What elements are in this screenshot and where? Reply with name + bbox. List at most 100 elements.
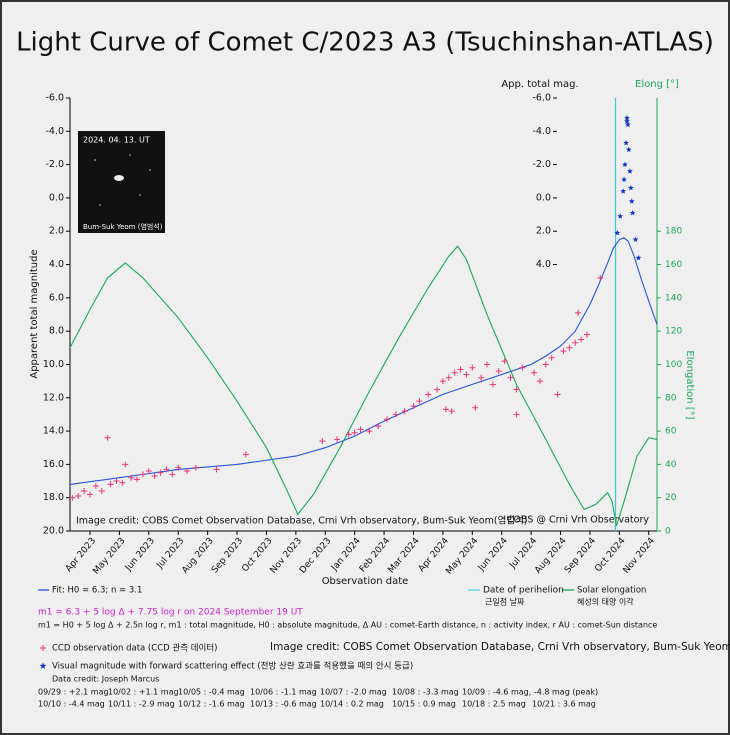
y-axis-title: Apparent total magnitude xyxy=(29,249,40,378)
note: 10/18 : 2.5 mag xyxy=(462,700,526,709)
plus-point xyxy=(122,461,129,468)
plus-point xyxy=(319,438,326,445)
y2-tick-label: 120 xyxy=(665,327,682,337)
legend-label: Solar elongation xyxy=(577,586,646,596)
plus-point xyxy=(139,471,146,478)
plus-point xyxy=(439,378,446,385)
plus-point xyxy=(410,403,417,410)
star-point xyxy=(627,184,634,191)
inner-y-tick-label: 0.0 xyxy=(536,192,551,203)
y-tick-label: 18.0 xyxy=(43,492,64,503)
plus-point xyxy=(345,431,352,438)
star-dot xyxy=(99,204,101,206)
plus-point xyxy=(134,476,141,483)
plot-credit: Image credit: COBS Comet Observation Dat… xyxy=(76,516,528,527)
plus-point xyxy=(104,434,111,441)
plus-point xyxy=(384,416,391,423)
plus-point xyxy=(536,378,543,385)
note: 10/13 : -0.6 mag xyxy=(250,700,317,709)
star-point xyxy=(623,139,629,146)
y2-tick-label: 40 xyxy=(665,460,677,470)
plus-point xyxy=(145,468,152,475)
star-point xyxy=(622,161,628,168)
plus-point xyxy=(425,391,432,398)
plus-point xyxy=(531,369,538,376)
legend-label: CCD observation data (CCD 관측 데이터) xyxy=(52,643,218,654)
y-tick-label: -4.0 xyxy=(45,126,64,137)
plus-point xyxy=(128,474,135,481)
star-point xyxy=(635,254,642,261)
inner-y-tick-label: -4.0 xyxy=(532,126,551,137)
note: 10/21 : 3.6 mag xyxy=(532,700,596,709)
chart-title: Light Curve of Comet C/2023 A3 (Tsuchins… xyxy=(16,28,714,58)
star-point xyxy=(629,209,636,216)
y-tick-label: 10.0 xyxy=(43,359,64,370)
fit-formula: m1 = 6.3 + 5 log Δ + 7.75 log r on 2024 … xyxy=(38,608,303,618)
plus-point xyxy=(519,364,526,371)
y2-tick-label: 20 xyxy=(665,493,677,503)
inner-y-tick-label: -6.0 xyxy=(532,93,551,104)
star-dot xyxy=(94,159,96,161)
plus-point xyxy=(157,469,164,476)
star-point xyxy=(621,176,627,183)
legend-label: Fit: H0 = 6.3; n = 3.1 xyxy=(52,586,142,596)
plus-point xyxy=(98,488,105,495)
plus-point xyxy=(548,354,555,361)
plus-point xyxy=(434,386,441,393)
plus-point xyxy=(578,336,585,343)
plus-point xyxy=(597,274,604,281)
plus-point xyxy=(501,358,508,365)
plus-point xyxy=(351,429,358,436)
legend-swatch xyxy=(40,645,46,651)
note: 10/05 : -0.4 mag xyxy=(178,688,245,697)
photo-credit: Bum-Suk Yeom (염범석) xyxy=(83,222,163,231)
star-point xyxy=(627,168,633,174)
inner-y-tick-label: 2.0 xyxy=(536,226,551,237)
cobs-credit: COBS @ Crni Vrh Observatory xyxy=(507,515,649,526)
legend-swatch xyxy=(39,662,47,669)
y2-tick-label: 140 xyxy=(665,293,682,303)
plus-point xyxy=(242,451,249,458)
y2-tick-label: 80 xyxy=(665,393,677,403)
note: 09/29 : +2.1 mag xyxy=(38,688,109,697)
note: 10/10 : -4.4 mag xyxy=(38,700,105,709)
legend-label: Visual magnitude with forward scattering… xyxy=(52,661,413,672)
plus-point xyxy=(416,398,423,405)
series-line xyxy=(69,237,658,485)
y2-tick-label: 60 xyxy=(665,427,677,437)
note: 10/06 : -1.1 mag xyxy=(250,688,317,697)
star-point xyxy=(624,118,630,124)
plus-point xyxy=(392,411,399,418)
note: 10/14 : 0.2 mag xyxy=(320,700,384,709)
plus-point xyxy=(81,488,88,495)
star-point xyxy=(625,121,631,128)
plus-point xyxy=(513,411,520,418)
note: 10/09 : -4.6 mag, -4.8 mag (peak) xyxy=(462,688,598,697)
plus-point xyxy=(457,366,464,373)
photo-date: 2024. 04. 13. UT xyxy=(83,136,150,145)
y-tick-label: 6.0 xyxy=(49,292,64,303)
plus-point xyxy=(478,374,485,381)
y-tick-label: 0.0 xyxy=(49,192,64,203)
plus-point xyxy=(542,361,549,368)
formula-def: m1 = H0 + 5 log Δ + 2.5n log r, m1 : tot… xyxy=(38,621,657,630)
y-tick-label: 2.0 xyxy=(49,226,64,237)
plus-point xyxy=(357,426,364,433)
y-tick-label: 4.0 xyxy=(49,259,64,270)
plus-point xyxy=(513,386,520,393)
inner-y-tick-label: -2.0 xyxy=(532,159,551,170)
plus-point xyxy=(495,368,502,375)
y-tick-label: 12.0 xyxy=(43,392,64,403)
inset-photo xyxy=(78,131,165,233)
plus-point xyxy=(184,468,191,475)
perihelion-legend: Date of perihelion xyxy=(483,586,564,596)
y-tick-label: 14.0 xyxy=(43,426,64,437)
plus-point xyxy=(401,408,408,415)
plus-point xyxy=(560,348,567,355)
plus-point xyxy=(489,381,496,388)
x-axis-title: Observation date xyxy=(322,576,409,587)
plus-point xyxy=(375,423,382,430)
y2-tick-label: 180 xyxy=(665,227,682,237)
